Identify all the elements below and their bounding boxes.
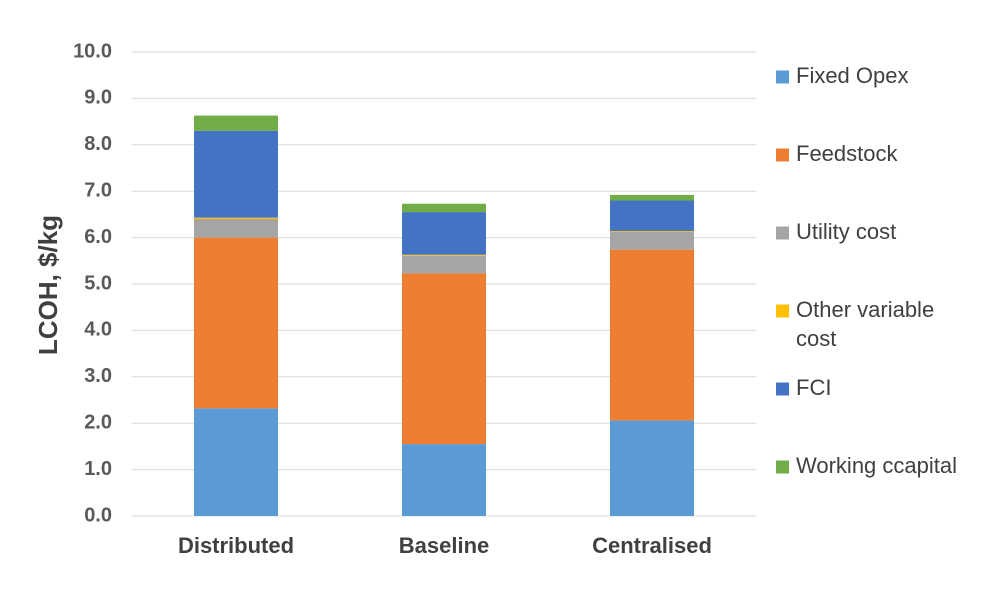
bar-segment-0-4 xyxy=(194,130,278,218)
bar-segment-2-0 xyxy=(610,420,694,516)
legend-swatch xyxy=(776,382,789,396)
bars-layer xyxy=(194,115,694,516)
bar-segment-1-5 xyxy=(402,203,486,213)
bar-segment-2-2 xyxy=(610,232,694,250)
y-tick-label: 10.0 xyxy=(73,40,112,62)
bar-segment-0-3 xyxy=(194,217,278,220)
y-tick-label: 7.0 xyxy=(84,179,112,201)
y-tick-label: 1.0 xyxy=(84,458,112,480)
x-tick-label: Centralised xyxy=(592,533,712,558)
bar-segment-2-5 xyxy=(610,194,694,201)
legend-swatch xyxy=(776,148,789,162)
bar-segment-0-2 xyxy=(194,219,278,238)
legend-swatch xyxy=(776,226,789,240)
legend-label: FCI xyxy=(796,375,831,400)
y-tick-label: 2.0 xyxy=(84,411,112,433)
y-tick-label: 6.0 xyxy=(84,226,112,248)
bar-segment-1-2 xyxy=(402,255,486,274)
y-tick-label: 9.0 xyxy=(84,87,112,109)
bar-segment-2-4 xyxy=(610,200,694,232)
legend-label: Other variable cost xyxy=(796,297,934,351)
legend-swatch xyxy=(776,70,789,84)
y-axis-label: LCOH, $/kg xyxy=(33,215,63,355)
legend-label: Working ccapital xyxy=(796,453,957,478)
y-tick-label: 5.0 xyxy=(84,272,112,294)
legend-label: Feedstock xyxy=(796,141,898,166)
bar-segment-2-1 xyxy=(610,249,694,421)
legend-swatch xyxy=(776,304,789,318)
y-tick-label: 4.0 xyxy=(84,319,112,341)
legend-label: Utility cost xyxy=(796,219,896,244)
axis-layer: 0.0 1.0 2.0 3.0 4.0 5.0 6.0 7.0 8.0 9.0 10.0 Distri… xyxy=(73,40,712,558)
bar-segment-0-1 xyxy=(194,237,278,409)
bar-segment-1-3 xyxy=(402,254,486,256)
bar-segment-1-1 xyxy=(402,273,486,445)
bar-segment-1-4 xyxy=(402,212,486,255)
x-tick-label: Distributed xyxy=(178,533,294,558)
y-tick-label: 3.0 xyxy=(84,365,112,387)
y-tick-label: 8.0 xyxy=(84,133,112,155)
y-tick-label: 0.0 xyxy=(84,504,112,526)
bar-segment-2-3 xyxy=(610,231,694,233)
x-tick-label: Baseline xyxy=(399,533,490,558)
bar-segment-0-0 xyxy=(194,408,278,516)
legend-swatch xyxy=(776,460,789,474)
bar-segment-0-5 xyxy=(194,115,278,131)
legend: Fixed Opex Feedstock Utility cost Other var… xyxy=(776,63,957,478)
legend-label: Fixed Opex xyxy=(796,63,909,88)
bar-segment-1-0 xyxy=(402,444,486,516)
